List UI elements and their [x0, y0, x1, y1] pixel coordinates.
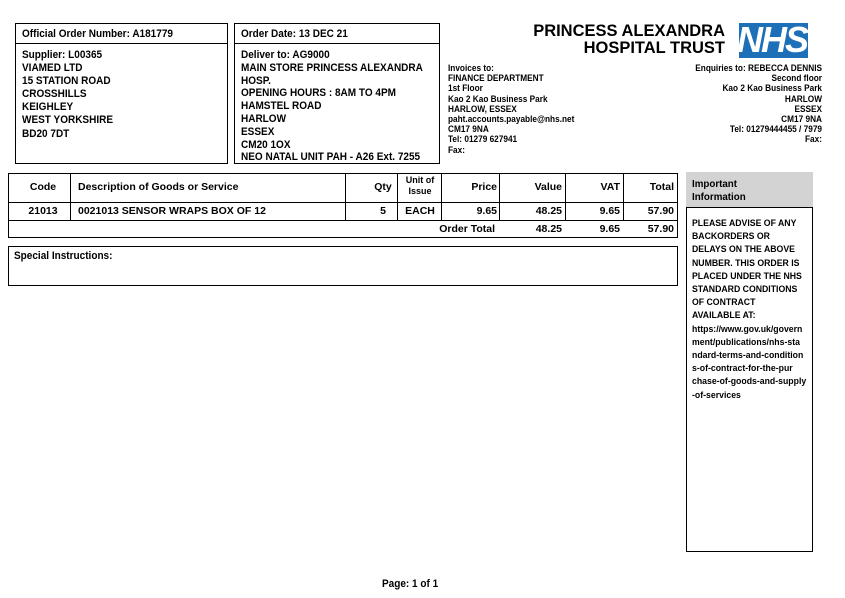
svg-text:NHS: NHS — [739, 23, 808, 58]
